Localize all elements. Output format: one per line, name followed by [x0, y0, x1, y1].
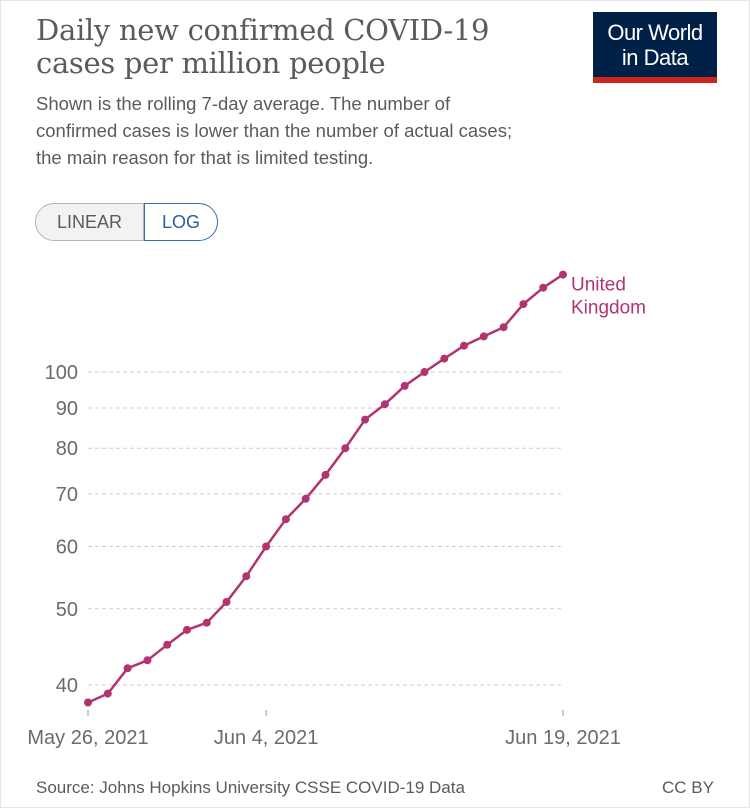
y-tick-label: 60 — [56, 536, 78, 558]
license-link[interactable]: CC BY — [662, 778, 714, 797]
x-tick-label: May 26, 2021 — [27, 727, 148, 749]
y-tick-label: 100 — [45, 362, 78, 384]
data-point — [539, 283, 548, 292]
x-tick-label: Jun 4, 2021 — [214, 727, 319, 749]
data-point — [460, 341, 468, 350]
data-point — [163, 640, 172, 649]
data-point — [222, 598, 231, 606]
logo-line-1: Our World — [607, 20, 703, 45]
data-point — [440, 354, 449, 363]
log-scale-button[interactable]: LOG — [144, 203, 218, 241]
series-label-united-kingdom: United Kingdom — [571, 275, 646, 319]
series-line-united-kingdom — [87, 273, 564, 704]
chart-title: Daily new confirmed COVID-19 cases per m… — [36, 13, 490, 80]
series-label-line: Kingdom — [571, 298, 646, 319]
data-point — [341, 444, 350, 453]
data-point — [281, 515, 290, 524]
logo-line-2: in Data — [621, 45, 689, 70]
series-layer: United Kingdom — [84, 270, 646, 707]
series-label-line: United — [571, 275, 626, 296]
data-point — [499, 323, 508, 332]
data-point — [321, 470, 330, 479]
y-tick-label: 70 — [56, 484, 78, 506]
data-point — [301, 494, 310, 503]
grid-lines — [88, 371, 563, 686]
scale-toggle: LINEAR LOG — [35, 203, 218, 241]
x-axis: May 26, 2021 Jun 4, 2021 Jun 19, 2021 — [27, 710, 621, 749]
y-tick-label: 40 — [56, 675, 78, 697]
line-chart: 40 50 60 70 80 90 100 May 26, 2021 Jun 4, 2021 J… — [27, 270, 646, 749]
data-point — [479, 332, 488, 341]
data-point — [361, 415, 370, 424]
data-point — [559, 270, 567, 279]
data-point — [380, 400, 389, 409]
data-point — [183, 625, 191, 634]
data-point — [262, 542, 271, 551]
y-tick-label: 80 — [56, 438, 78, 460]
data-point — [143, 656, 152, 665]
source-note[interactable]: Source: Johns Hopkins University CSSE CO… — [36, 778, 465, 797]
data-point — [400, 381, 409, 390]
chart-subtitle: Shown is the rolling 7-day average. The … — [36, 93, 513, 168]
data-point — [103, 689, 112, 698]
owid-logo[interactable]: Our World in Data — [593, 12, 717, 83]
linear-scale-button[interactable]: LINEAR — [35, 203, 144, 241]
data-point — [420, 368, 429, 376]
data-point — [84, 698, 92, 707]
y-tick-label: 50 — [56, 599, 78, 621]
data-point — [519, 300, 528, 309]
y-axis-tick-labels: 40 50 60 70 80 90 100 — [45, 362, 78, 697]
data-point — [242, 572, 251, 581]
data-point — [202, 618, 211, 627]
data-point — [123, 664, 132, 673]
y-tick-label: 90 — [56, 398, 78, 420]
x-tick-label: Jun 19, 2021 — [505, 727, 621, 749]
